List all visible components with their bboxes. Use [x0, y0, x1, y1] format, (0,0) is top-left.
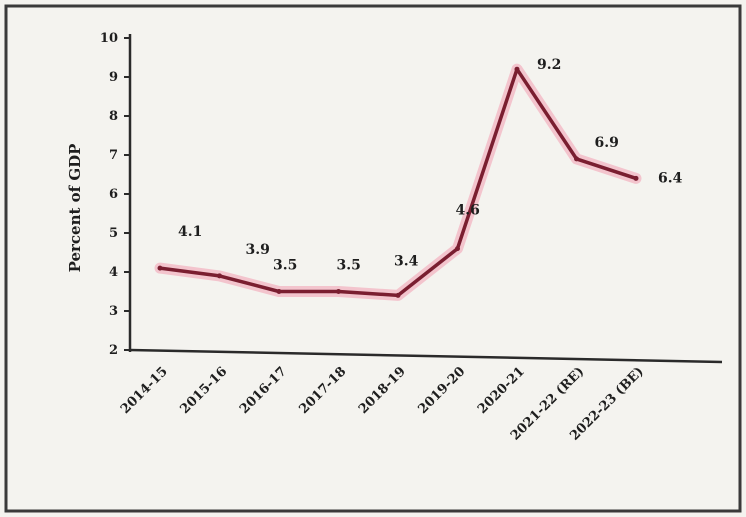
y-tick-label: 7 [109, 148, 118, 163]
data-point [336, 289, 341, 294]
data-label: 6.9 [595, 135, 619, 151]
data-label: 4.1 [178, 224, 202, 240]
data-point [395, 292, 401, 298]
x-tick-label: 2016-17 [237, 364, 290, 417]
x-tick-label: 2019-20 [416, 364, 469, 417]
y-tick-label: 9 [109, 70, 118, 85]
y-tick-label: 5 [109, 226, 118, 241]
x-tick-label: 2014-15 [118, 364, 171, 417]
data-point [455, 246, 460, 252]
data-point [633, 175, 639, 181]
data-label: 3.5 [337, 258, 361, 274]
x-tick-label: 2020-21 [475, 364, 528, 417]
y-axis-label: Percent of GDP [66, 144, 84, 273]
data-label: 9.2 [537, 57, 561, 73]
data-label: 3.4 [394, 253, 419, 269]
x-axis [129, 348, 723, 364]
y-tick-label: 8 [109, 109, 118, 124]
data-label: 4.6 [456, 203, 480, 219]
data-point [276, 289, 282, 294]
y-tick-label: 3 [109, 304, 118, 319]
data-label: 3.9 [246, 242, 270, 258]
y-tick-label: 4 [109, 265, 118, 280]
x-tick-label: 2015-16 [178, 364, 231, 417]
x-tick-label: 2018-19 [356, 364, 409, 417]
y-tick-label: 2 [109, 343, 118, 358]
x-tick-label: 2017-18 [297, 364, 350, 417]
data-point [574, 156, 579, 162]
frame-border [4, 4, 742, 513]
y-tick-label: 10 [100, 31, 118, 46]
data-point [157, 265, 163, 271]
y-tick-label: 6 [109, 187, 118, 202]
data-label: 3.5 [273, 258, 297, 274]
data-label: 6.4 [658, 170, 683, 186]
data-point [514, 66, 520, 72]
data-point [217, 273, 222, 279]
